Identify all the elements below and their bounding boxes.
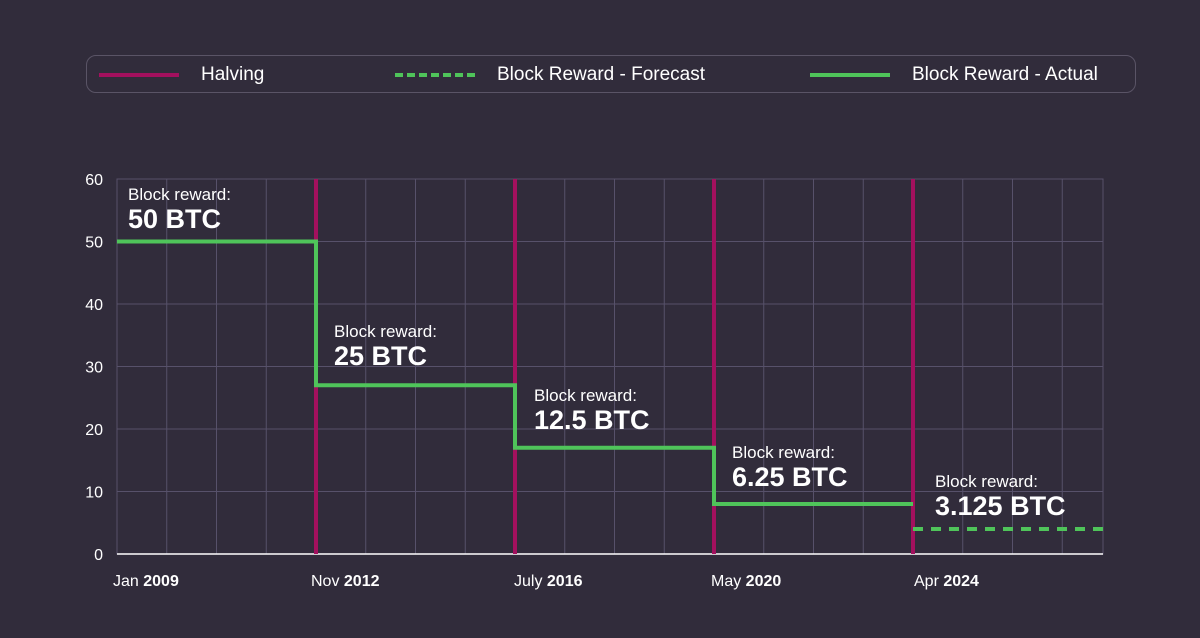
legend-swatch-halving xyxy=(99,73,179,77)
x-tick-label: July 2016 xyxy=(514,573,583,590)
annotation-value: 3.125 BTC xyxy=(935,491,1066,521)
annotation-label: Block reward: xyxy=(334,322,437,341)
x-tick-label: Apr 2024 xyxy=(914,573,979,590)
y-tick-label: 30 xyxy=(85,360,103,377)
annotation-label: Block reward: xyxy=(534,386,637,405)
y-tick-label: 10 xyxy=(85,485,103,502)
annotation-value: 12.5 BTC xyxy=(534,405,650,435)
annotation-value: 50 BTC xyxy=(128,204,221,234)
y-tick-label: 0 xyxy=(94,547,103,564)
y-tick-label: 40 xyxy=(85,297,103,314)
legend-label-forecast: Block Reward - Forecast xyxy=(497,64,706,85)
legend-swatch-actual xyxy=(810,73,890,77)
y-tick-label: 20 xyxy=(85,422,103,439)
x-tick-label: Nov 2012 xyxy=(311,573,380,590)
annotation-value: 25 BTC xyxy=(334,341,427,371)
legend-item-forecast: Block Reward - Forecast xyxy=(395,56,705,94)
y-tick-label: 50 xyxy=(85,235,103,252)
x-tick-label: Jan 2009 xyxy=(113,573,179,590)
y-tick-label: 60 xyxy=(85,172,103,189)
legend-label-halving: Halving xyxy=(201,64,265,85)
legend-swatch-forecast xyxy=(395,73,475,77)
annotation-label: Block reward: xyxy=(128,185,231,204)
legend-label-actual: Block Reward - Actual xyxy=(912,64,1098,85)
annotation-value: 6.25 BTC xyxy=(732,462,848,492)
actual-series-line xyxy=(117,239,913,506)
x-tick-label: May 2020 xyxy=(711,573,781,590)
annotation-label: Block reward: xyxy=(935,472,1038,491)
legend-item-halving: Halving xyxy=(99,56,264,94)
annotation-label: Block reward: xyxy=(732,443,835,462)
legend-item-actual: Block Reward - Actual xyxy=(810,56,1098,94)
chart-legend: Halving Block Reward - Forecast Block Re… xyxy=(86,55,1136,93)
